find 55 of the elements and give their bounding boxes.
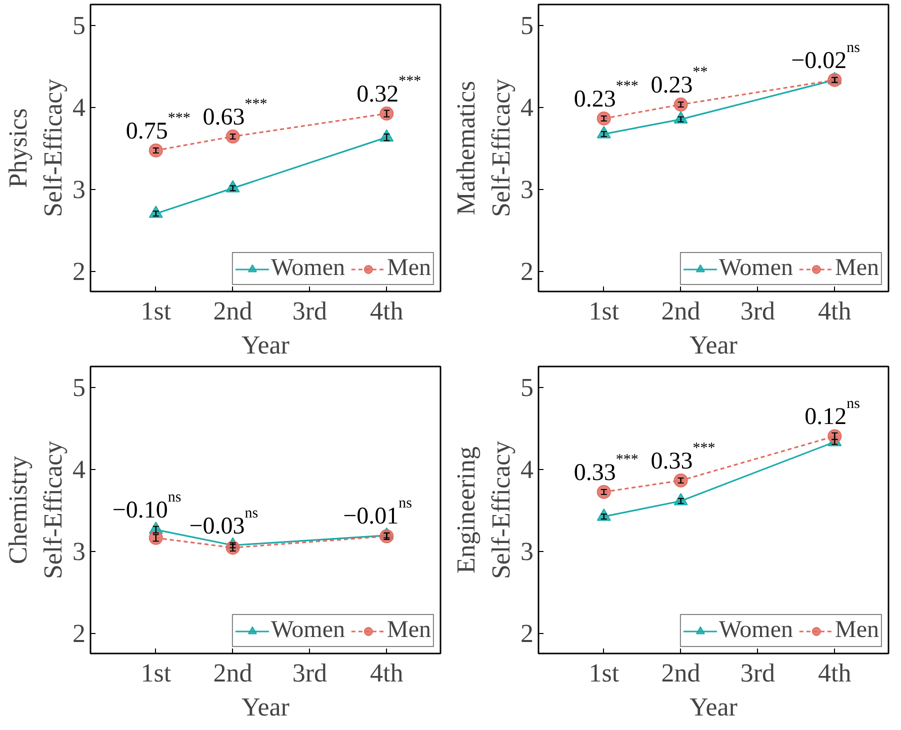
annotation: 0.33***: [574, 452, 638, 486]
y-tick-label: 2: [520, 619, 534, 648]
annotation: 0.75***: [126, 110, 190, 144]
x-tick-label: 1st: [140, 658, 172, 688]
legend-label: Men: [835, 617, 879, 644]
x-tick-label: 3rd: [292, 296, 328, 326]
legend-label: Women: [718, 255, 793, 282]
y-tick-label: 2: [520, 257, 534, 286]
y-tick-label: 3: [72, 537, 86, 566]
x-tick-label: 1st: [588, 658, 620, 688]
x-axis-title: Year: [242, 330, 290, 360]
x-tick-label: 1st: [588, 296, 620, 326]
x-tick-label: 3rd: [740, 658, 776, 688]
x-tick-label: 4th: [818, 658, 852, 688]
x-tick-label: 3rd: [292, 658, 328, 688]
annotation: 0.23**: [650, 64, 708, 99]
x-tick-label: 3rd: [740, 296, 776, 326]
y-axis-title: Engineering Self-Efficacy: [452, 440, 516, 580]
x-tick-label: 4th: [818, 296, 852, 326]
x-tick-label: 2nd: [661, 658, 700, 688]
y-tick-label: 3: [72, 175, 86, 204]
annotation: 0.32***: [356, 74, 422, 108]
y-axis-title: Chemistry Self-Efficacy: [4, 440, 68, 580]
x-tick-label: 1st: [140, 296, 172, 326]
x-tick-label: 4th: [370, 296, 404, 326]
x-tick-label: 2nd: [213, 658, 252, 688]
y-tick-label: 5: [72, 373, 86, 402]
x-tick-label: 4th: [370, 658, 404, 688]
y-axis-title: Mathematics Self-Efficacy: [452, 78, 516, 218]
legend-label: Women: [718, 617, 793, 644]
y-axis-title: Physics Self-Efficacy: [4, 78, 68, 218]
x-tick-label: 2nd: [661, 296, 700, 326]
y-tick-label: 4: [72, 455, 86, 484]
y-tick-label: 5: [520, 373, 534, 402]
legend-label: Men: [387, 255, 431, 282]
y-tick-label: 4: [520, 93, 534, 122]
y-tick-label: 2: [72, 257, 86, 286]
y-tick-label: 3: [520, 175, 534, 204]
x-axis-title: Year: [690, 330, 738, 360]
y-tick-label: 2: [72, 619, 86, 648]
y-tick-label: 5: [72, 11, 86, 40]
x-tick-label: 2nd: [213, 296, 252, 326]
legend-label: Men: [835, 255, 879, 282]
legend-label: Men: [387, 617, 431, 644]
legend-label: Women: [270, 255, 345, 282]
x-axis-title: Year: [242, 692, 290, 722]
y-tick-label: 4: [72, 93, 86, 122]
annotation: 0.33***: [650, 440, 716, 474]
annotation: 0.23***: [574, 78, 638, 112]
y-tick-label: 4: [520, 455, 534, 484]
x-axis-title: Year: [690, 692, 738, 722]
legend-label: Women: [270, 617, 345, 644]
annotation: 0.63***: [202, 96, 268, 131]
y-tick-label: 5: [520, 11, 534, 40]
y-tick-label: 3: [520, 537, 534, 566]
